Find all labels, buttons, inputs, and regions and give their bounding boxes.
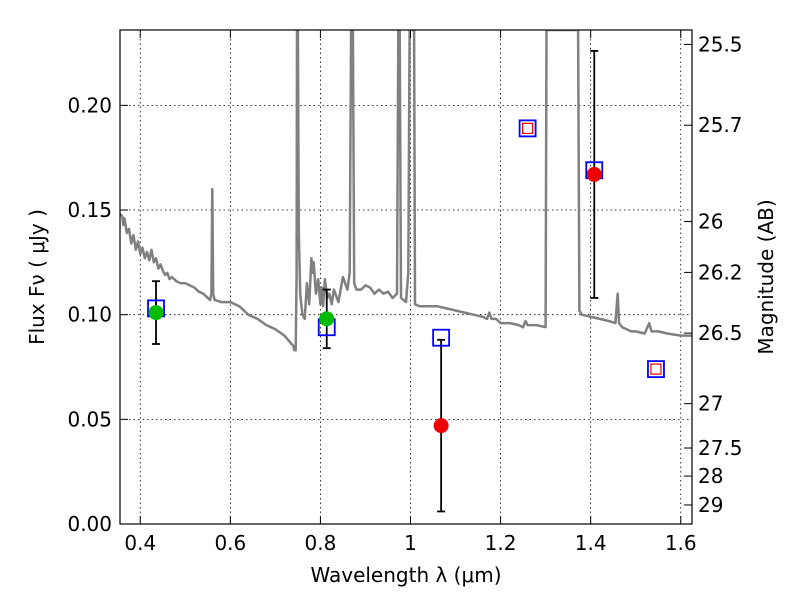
model-spectrum [120,30,692,352]
plot-frame [119,29,693,525]
x-tick-label: 1.6 [665,531,697,555]
blue-square-marker [518,119,537,138]
photometry-points [147,50,665,513]
spectrum-line [120,30,692,352]
green-point [148,305,164,321]
y-right-tick-label: 27 [698,392,723,416]
x-tick-label: 1.2 [485,531,517,555]
y-right-tick-label: 26.2 [698,260,743,284]
y-right-tick-label: 28 [698,464,723,488]
y-right-tick-label: 26 [698,210,723,234]
x-tick-label: 0.8 [305,531,337,555]
red-point [433,418,449,434]
y-tick-label: 0.10 [67,303,112,327]
axis-ticks: 0.4 0.6 0.8 1 1.2 1.4 1.6 0.00 0.05 0.10 0.15 0.20 2… [67,30,743,555]
x-tick-label: 0.4 [124,531,156,555]
y-tick-label: 0.15 [67,198,112,222]
blue-square-marker [647,360,665,379]
x-tick-label: 1.4 [575,531,607,555]
y-right-tick-label: 25.7 [698,113,743,137]
y-axis-title: Flux Fν ( μJy ) [25,209,49,345]
y-right-tick-label: 25.5 [698,32,743,56]
grid [120,30,692,525]
y-tick-label: 0.20 [67,93,112,117]
red-point [586,166,602,182]
red-inner-square-marker [522,122,534,134]
y-tick-label: 0.00 [67,512,112,536]
blue-square-marker [432,328,451,347]
y-right-tick-label: 29 [698,493,723,517]
y-right-tick-label: 27.5 [698,436,743,460]
y-tick-label: 0.05 [67,407,112,431]
y-axis-right-title: Magnitude (AB) [754,199,778,354]
x-tick-label: 0.6 [214,531,246,555]
x-axis-title: Wavelength λ (μm) [310,563,501,587]
green-point [319,311,335,327]
x-tick-label: 1 [404,531,417,555]
red-inner-square-marker [650,363,662,375]
y-right-tick-label: 26.5 [698,321,743,345]
